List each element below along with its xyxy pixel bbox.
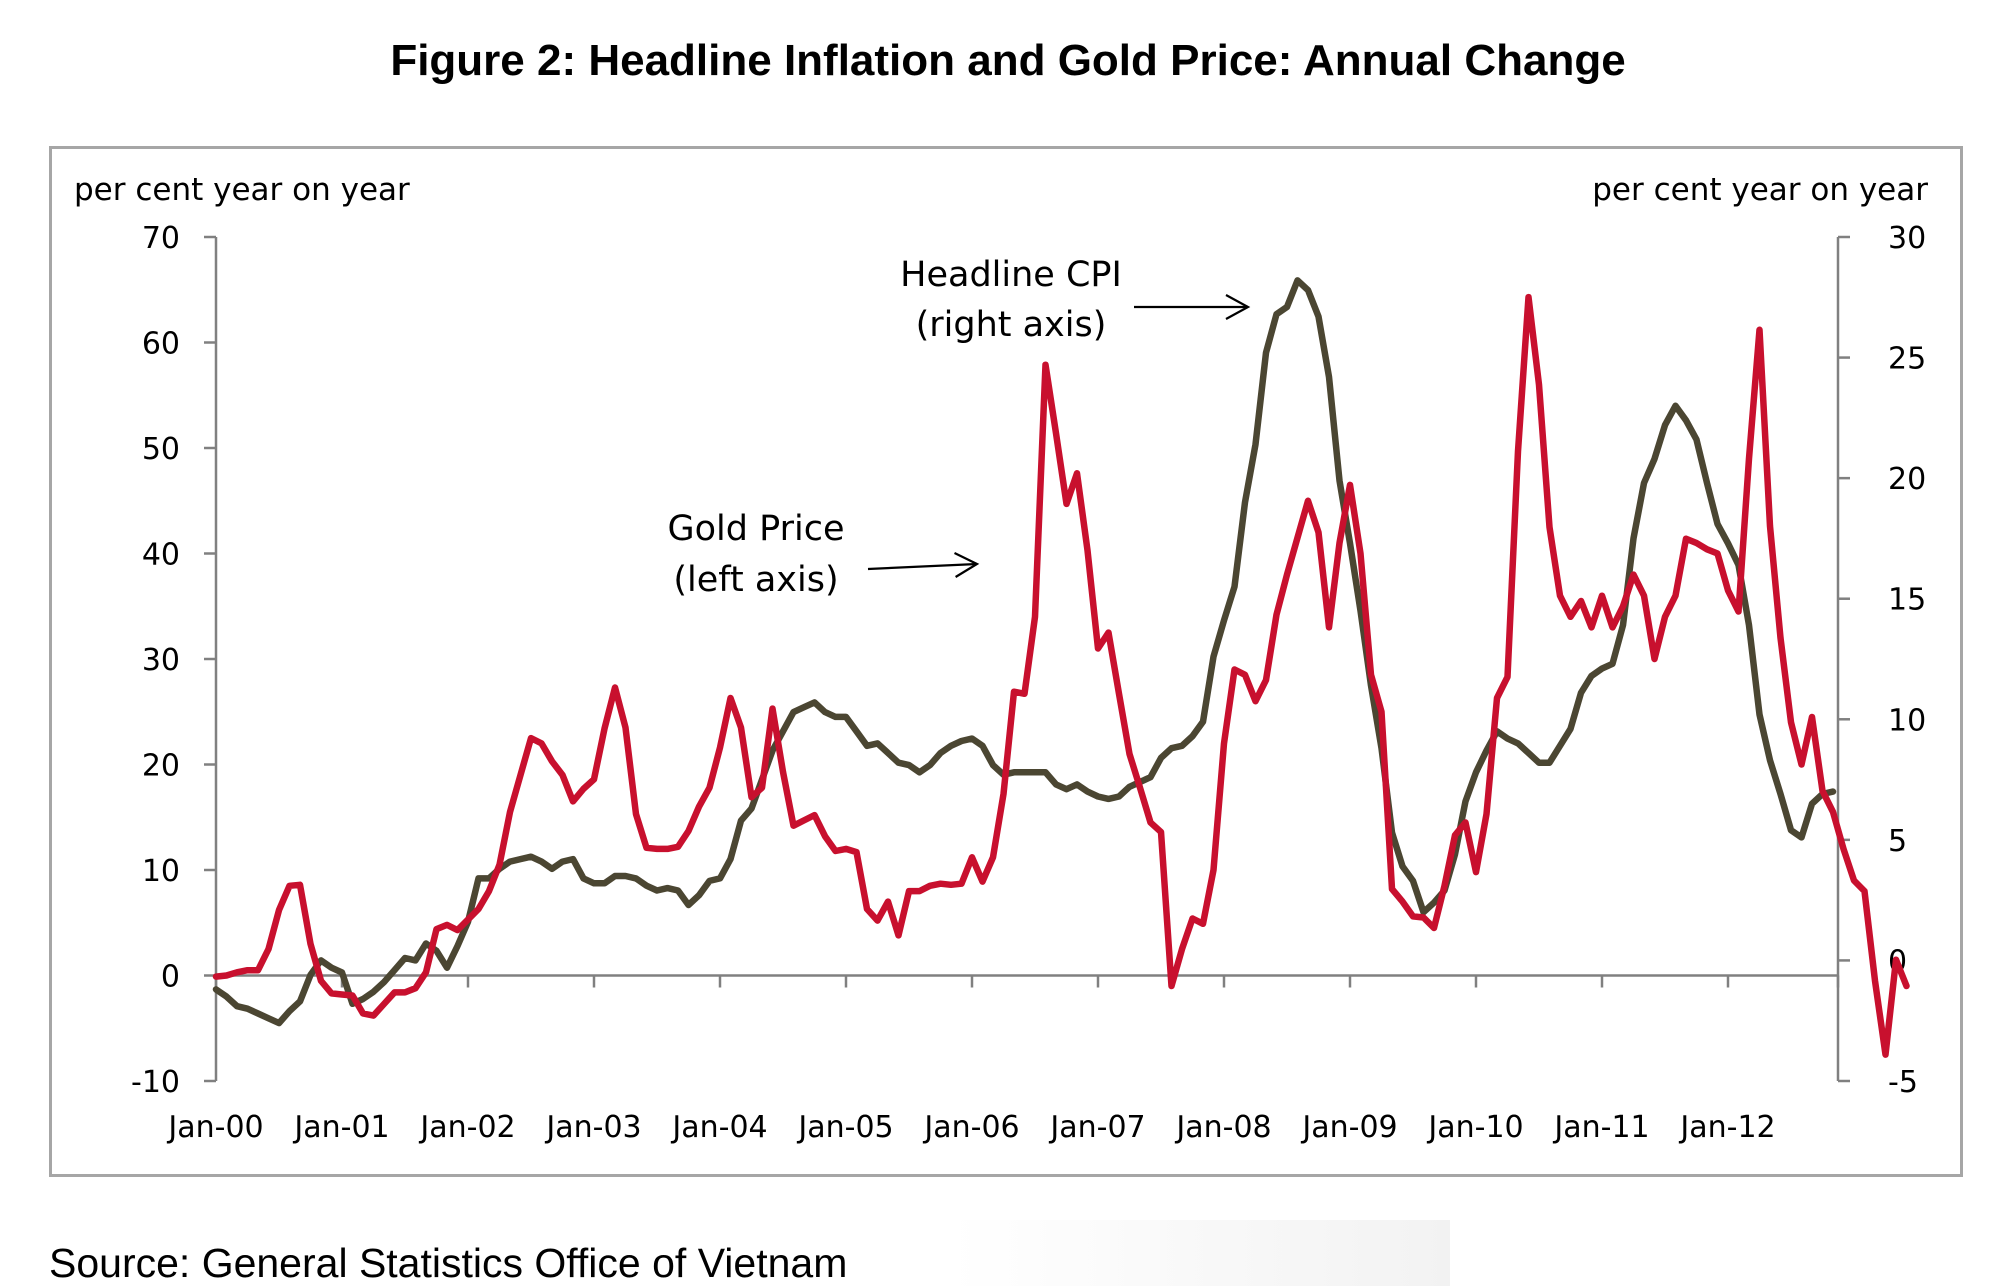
x-axis-tick-label: Jan-01 — [292, 1110, 389, 1145]
x-axis-tick-label: Jan-12 — [1678, 1110, 1775, 1145]
series-line-gold — [212, 293, 1910, 1058]
annotation-gold-arrow — [867, 562, 978, 571]
chart-frame — [49, 146, 1963, 1177]
x-axis-tick-label: Jan-10 — [1426, 1110, 1523, 1145]
right-axis-tick-label: 15 — [1888, 583, 1926, 618]
series-line-cpi — [212, 277, 1837, 1027]
x-axis-tick-label: Jan-03 — [544, 1110, 641, 1145]
source-note: Source: General Statistics Office of Vie… — [49, 1240, 848, 1286]
annotation-cpi-line1: Headline CPI — [900, 255, 1122, 295]
chart-plot: per cent year on year per cent year on y… — [74, 172, 1928, 1145]
right-axis-tick-label: 10 — [1888, 703, 1926, 738]
left-axis-title: per cent year on year — [74, 172, 410, 208]
right-axis-tick-label: 20 — [1888, 462, 1926, 497]
left-axis-tick-label: 30 — [142, 643, 180, 678]
right-axis-tick-label: 25 — [1888, 342, 1926, 377]
x-axis-tick-label: Jan-06 — [922, 1110, 1019, 1145]
left-axis-tick-label: 20 — [142, 749, 180, 784]
x-axis-tick-label: Jan-05 — [796, 1110, 893, 1145]
annotation-gold-arrowhead — [954, 552, 980, 578]
right-axis-tick-label: -5 — [1888, 1065, 1918, 1100]
chart-title: Figure 2: Headline Inflation and Gold Pr… — [390, 36, 1626, 85]
left-axis-tick-label: 0 — [161, 960, 180, 995]
scan-shadow — [950, 1220, 1450, 1286]
left-axis-tick-label: -10 — [131, 1065, 180, 1100]
series-layer — [212, 277, 1910, 1058]
right-axis-title: per cent year on year — [1592, 172, 1928, 208]
left-axis-tick-label: 50 — [142, 432, 180, 467]
annotation-cpi-arrowhead — [1225, 294, 1251, 320]
left-axis-tick-label: 10 — [142, 854, 180, 889]
x-axis-tick-label: Jan-08 — [1174, 1110, 1271, 1145]
annotation-gold-line1: Gold Price — [668, 509, 845, 549]
left-axis-tick-label: 40 — [142, 538, 180, 573]
left-axis-tick-label: 70 — [142, 221, 180, 256]
x-axis-tick-label: Jan-07 — [1048, 1110, 1145, 1145]
x-axis-tick-label: Jan-11 — [1552, 1110, 1649, 1145]
x-axis-tick-label: Jan-00 — [166, 1110, 263, 1145]
annotation-gold-line2: (left axis) — [673, 560, 838, 600]
left-axis-tick-label: 60 — [142, 327, 180, 362]
annotation-cpi-line2: (right axis) — [916, 305, 1107, 345]
right-axis-tick-label: 5 — [1888, 824, 1907, 859]
x-axis-tick-label: Jan-09 — [1300, 1110, 1397, 1145]
annotations: Headline CPI (right axis) Gold Price (left … — [668, 255, 1251, 600]
x-axis-tick-label: Jan-02 — [418, 1110, 515, 1145]
right-axis-tick-label: 30 — [1888, 221, 1926, 256]
x-axis-tick-label: Jan-04 — [670, 1110, 767, 1145]
